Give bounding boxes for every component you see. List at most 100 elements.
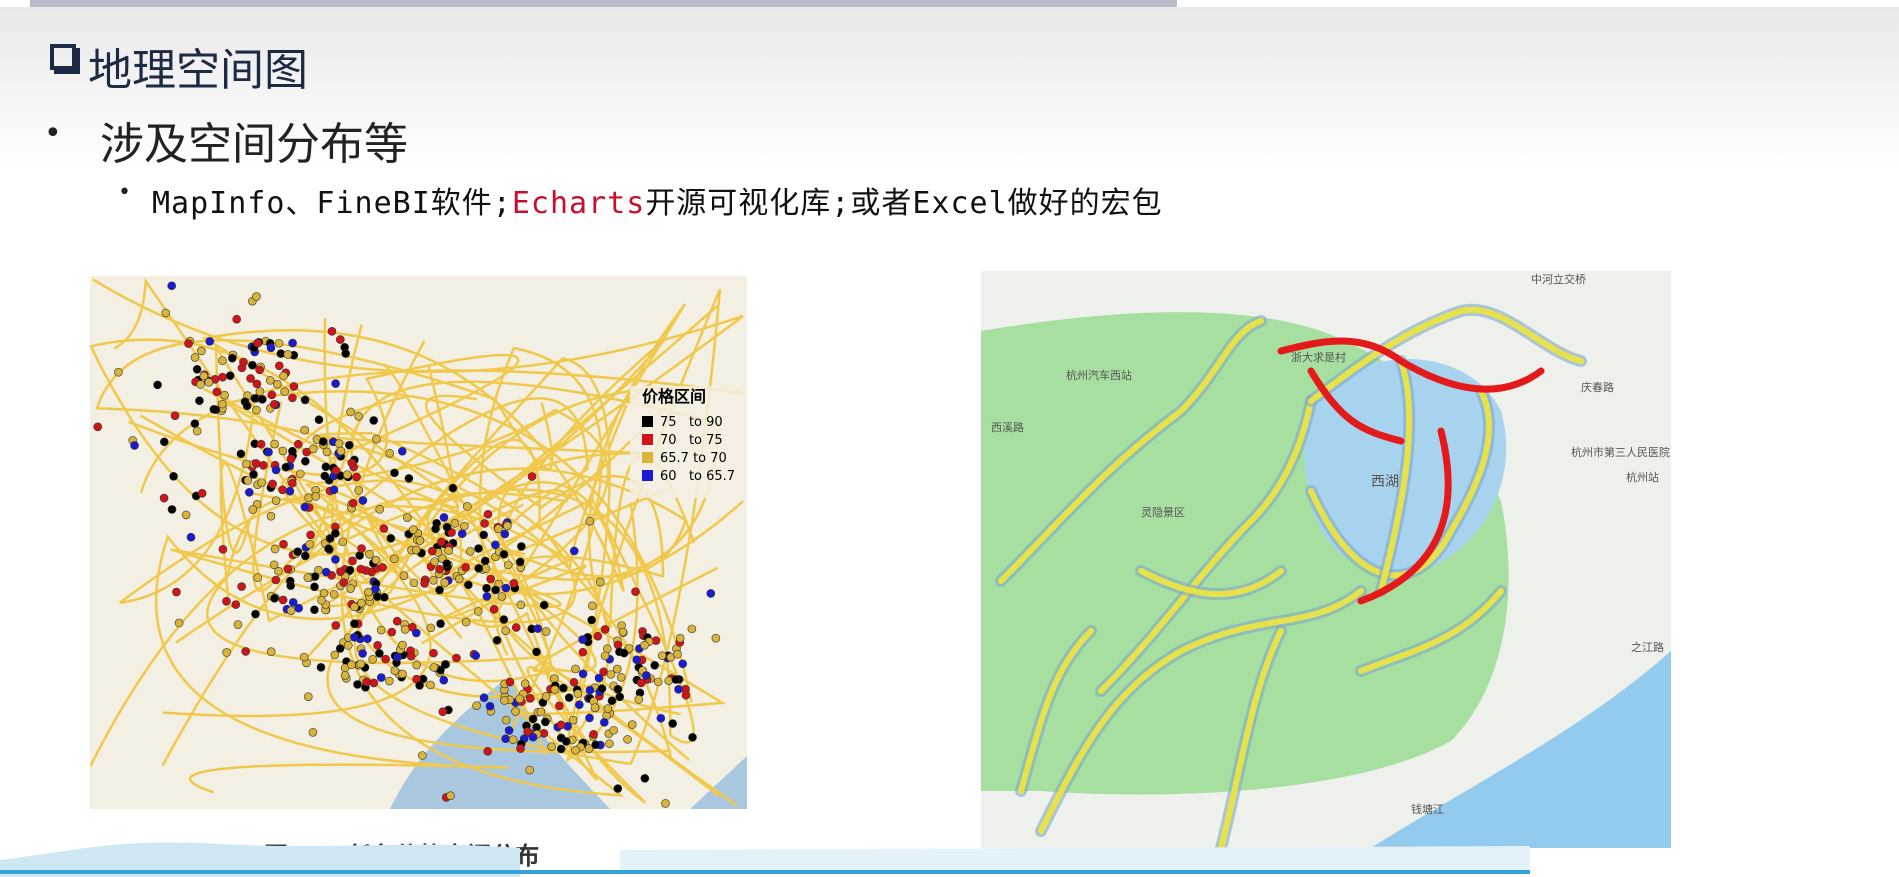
map-dot xyxy=(399,571,409,580)
map-dot xyxy=(585,713,594,723)
map-dot xyxy=(270,594,279,603)
map-dot xyxy=(255,387,265,396)
map-dot xyxy=(595,577,605,587)
heat-mid xyxy=(1308,306,1584,404)
map-dot xyxy=(651,636,661,645)
map-dot xyxy=(656,713,666,723)
map-dot xyxy=(376,673,386,682)
map-dot xyxy=(480,519,489,528)
map-dot xyxy=(308,727,318,737)
map-dot xyxy=(485,701,495,711)
map-dot xyxy=(346,407,355,417)
map-dot xyxy=(653,677,663,687)
map-dot xyxy=(464,580,473,590)
map-dot xyxy=(331,379,340,388)
map-dot xyxy=(517,542,526,551)
map-dot xyxy=(408,525,418,534)
map-dot xyxy=(600,625,610,634)
road xyxy=(415,539,720,804)
map-label: 钱塘江 xyxy=(1411,802,1444,816)
map-dot xyxy=(585,516,595,526)
map-dot xyxy=(528,714,538,724)
map-dot xyxy=(336,446,346,456)
map-dot xyxy=(304,493,313,503)
map-dot xyxy=(232,314,241,324)
map-dot xyxy=(541,717,550,727)
map-dot xyxy=(343,641,353,650)
map-dot xyxy=(353,680,362,689)
map-dot xyxy=(390,554,399,564)
map-dot xyxy=(280,387,289,396)
map-dot xyxy=(170,411,180,420)
map-dot xyxy=(274,566,283,576)
map-dot xyxy=(438,707,448,717)
map-dot xyxy=(472,701,481,710)
map-dot xyxy=(266,647,276,657)
legend: 75 to 90 70 to 75 65.7 to 70 60 to 65.7 xyxy=(642,415,735,484)
map-dot xyxy=(550,685,560,694)
map-dot xyxy=(364,587,373,597)
map-dot xyxy=(243,476,253,485)
map-dot xyxy=(426,623,436,633)
bullet: • xyxy=(118,180,131,205)
map-dot xyxy=(687,624,697,634)
map-dot xyxy=(681,690,691,700)
map-dot xyxy=(239,357,248,367)
map-dot xyxy=(271,575,281,585)
map-dot xyxy=(253,573,262,582)
map-dot xyxy=(209,404,219,414)
legend-title: 价格区间 xyxy=(642,387,706,406)
map-dot xyxy=(278,485,287,495)
map-dot xyxy=(324,544,333,553)
map-dot xyxy=(603,704,613,713)
map-dot xyxy=(331,621,341,630)
map-dot xyxy=(336,567,345,577)
map-dot xyxy=(242,459,251,469)
map-dot xyxy=(385,448,394,458)
map-dot xyxy=(267,390,277,400)
price-map: 价格区间 75 to 90 70 to 75 65.7 to 70 60 to 65.… xyxy=(90,276,747,809)
map-dot xyxy=(257,478,266,487)
map-dot xyxy=(411,545,421,555)
map-dot xyxy=(463,502,472,511)
bullet-text: 涉及空间分布等 xyxy=(100,119,408,170)
map-dot xyxy=(205,337,215,346)
map-dot xyxy=(279,371,288,381)
map-dot xyxy=(489,605,499,614)
map-dot xyxy=(483,747,493,756)
map-label: 西溪路 xyxy=(991,421,1024,434)
map-dot xyxy=(301,551,310,561)
map-label: 杭州站 xyxy=(1626,470,1659,484)
legend-label: 65.7 to 70 xyxy=(660,451,727,466)
map-dot xyxy=(412,660,421,670)
map-dot xyxy=(365,549,374,559)
map-dot xyxy=(591,740,600,750)
map-dot xyxy=(283,350,293,359)
map-dot xyxy=(569,546,579,556)
text-segment: 开源可视化库;或者Excel做好的宏包 xyxy=(645,186,1163,221)
map-dot xyxy=(310,572,320,581)
map-dot xyxy=(616,673,626,682)
map-dot xyxy=(499,615,509,624)
map-dot xyxy=(217,399,227,409)
map-dot xyxy=(300,502,310,512)
map-dot xyxy=(452,653,461,663)
map-dot xyxy=(310,605,319,615)
map-dot xyxy=(381,654,390,664)
map-dot xyxy=(593,631,603,641)
map-dot xyxy=(320,471,330,481)
heat-mid xyxy=(1098,398,1314,694)
map-dot xyxy=(418,751,427,760)
map-dot xyxy=(278,595,288,605)
map-dot xyxy=(613,640,623,650)
map-dot xyxy=(225,371,235,380)
map-dot xyxy=(631,587,640,596)
map-dot xyxy=(420,579,429,588)
map-dot xyxy=(426,680,435,690)
map-dot xyxy=(640,774,650,783)
map-dot xyxy=(330,650,340,660)
map-dot xyxy=(375,649,384,658)
heat-mid xyxy=(1138,568,1284,597)
map-dot xyxy=(429,576,438,585)
map-dot xyxy=(286,581,295,590)
